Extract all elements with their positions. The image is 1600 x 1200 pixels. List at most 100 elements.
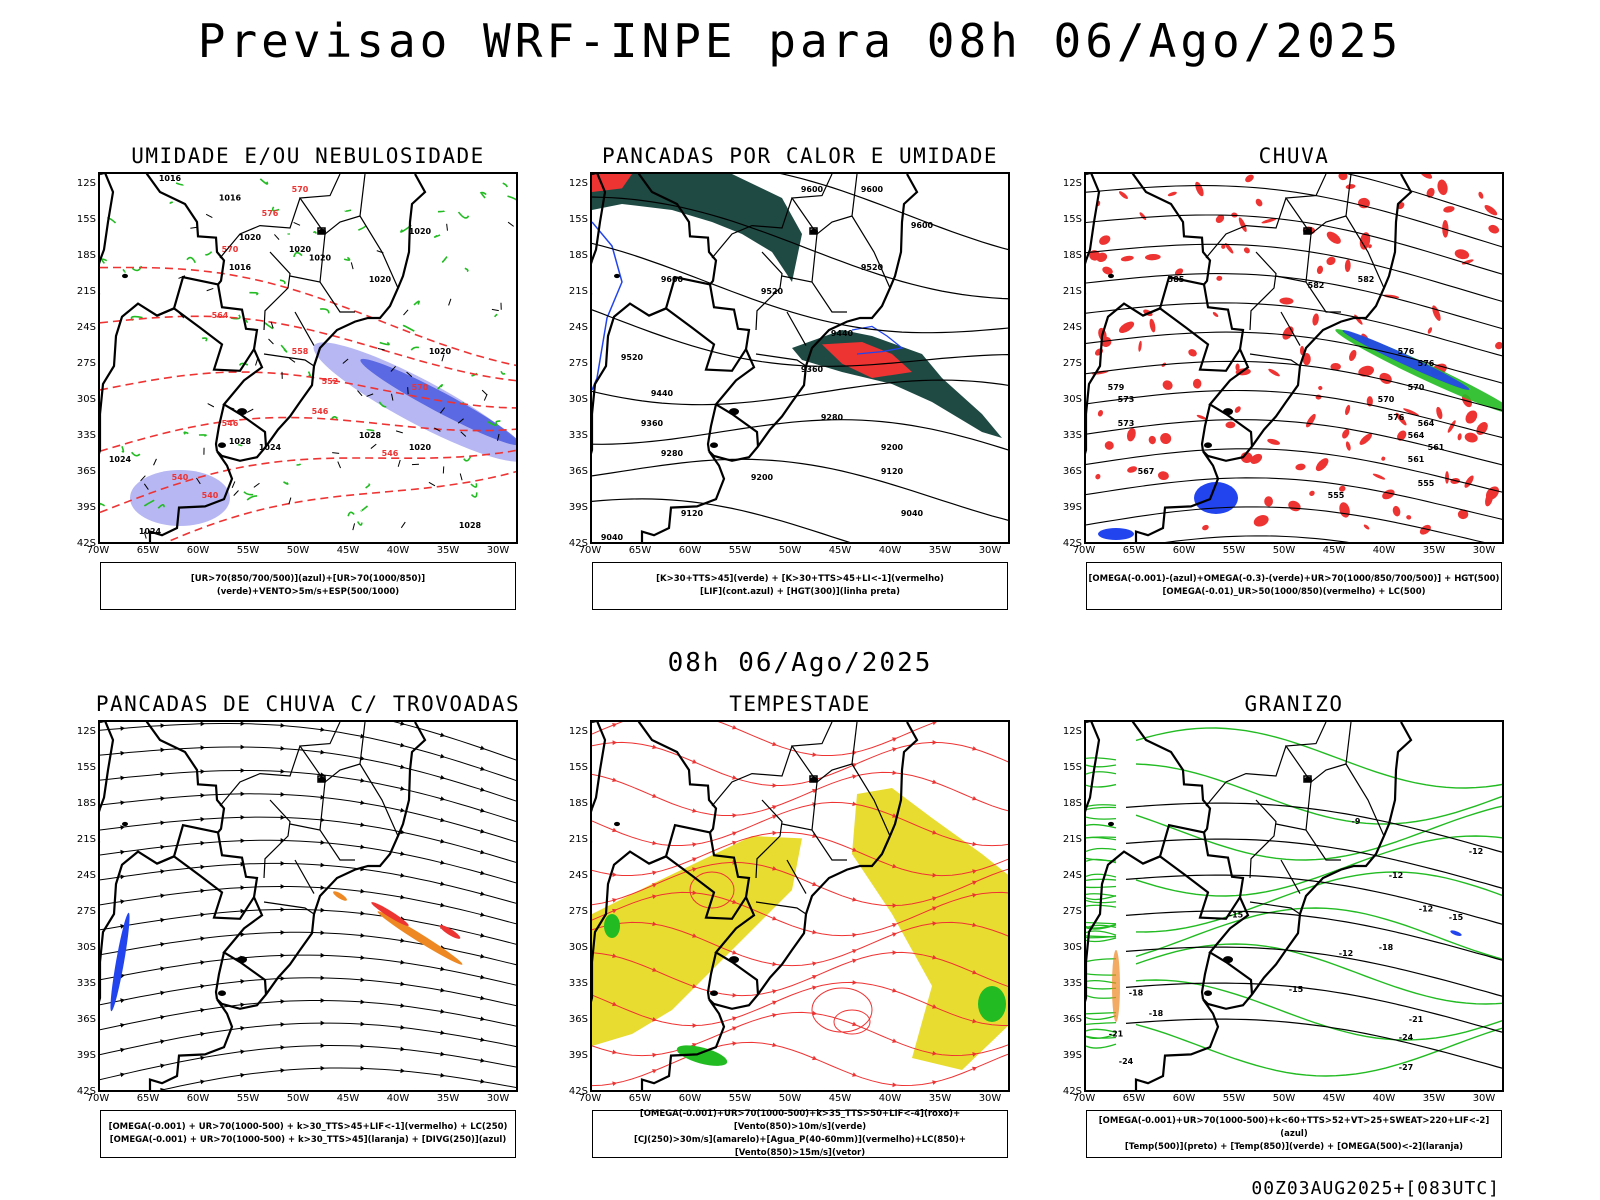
height-label: 9600: [801, 185, 824, 194]
height-contour: [1086, 448, 1502, 493]
temp850-contour-green: [1086, 895, 1117, 901]
thunder-area-orange: [377, 911, 463, 965]
temp850-contour-green: [1086, 930, 1117, 936]
country-border: [100, 174, 226, 286]
country-border: [156, 307, 255, 372]
temp850-contour-green: [1135, 763, 1502, 825]
lat-tick-label: 21S: [76, 286, 96, 297]
wind-vector: [457, 418, 464, 424]
lat-tick-label: 12S: [76, 726, 96, 737]
streamline-arrow: [160, 844, 165, 850]
state-border: [294, 311, 315, 346]
humidity-contour-green: [379, 341, 390, 346]
coastline: [640, 722, 919, 1090]
rain-area-red: [1243, 247, 1250, 254]
country-border: [648, 307, 747, 372]
temp850-contour-green: [1086, 924, 1117, 930]
state-border: [755, 901, 807, 915]
lat-tick-label: 33S: [1062, 978, 1082, 989]
streamline-arrow: [120, 726, 125, 731]
pressure-label: 1016: [219, 193, 242, 202]
rain-area-red: [1102, 266, 1113, 275]
streamline-arrow: [772, 1000, 777, 1006]
lat-tick-label: 39S: [1062, 502, 1082, 513]
country-border: [1200, 404, 1212, 452]
height-label: 9600: [661, 275, 684, 284]
wind-vector: [196, 477, 201, 485]
streamline-arrow: [480, 849, 485, 855]
streamline-arrow: [280, 746, 285, 751]
temp850-contour-green: [1086, 885, 1117, 889]
rain-area-red: [1464, 432, 1478, 443]
lon-tick-label: 65W: [628, 545, 652, 556]
streamline-arrow: [772, 814, 777, 820]
rain-area-red: [1192, 378, 1202, 389]
height-label: 9120: [881, 467, 904, 476]
wind-vector: [377, 348, 385, 351]
rain-area-red: [1288, 500, 1301, 512]
lat-tick-label: 18S: [76, 250, 96, 261]
lon-tick-label: 35W: [1422, 1093, 1446, 1104]
humidity-shade-blue: [360, 358, 516, 446]
humidity-shade-blue: [130, 470, 230, 526]
streamline: [100, 908, 516, 945]
streamline-arrow: [400, 938, 405, 943]
streamline-arrow: [160, 796, 165, 801]
temp850-contour-green: [1086, 836, 1117, 839]
rain-area-red: [1464, 475, 1474, 488]
height-contour: [1086, 273, 1502, 330]
wind-vector: [206, 287, 214, 292]
height-contour: [1086, 389, 1502, 439]
lat-tick-label: 27S: [76, 906, 96, 917]
temperature-label: -12: [1389, 871, 1403, 880]
capital-marker: [809, 775, 818, 783]
streamline: [100, 931, 516, 966]
thickness-label: 546: [222, 419, 239, 428]
humidity-contour-green: [238, 443, 243, 447]
temp850-contour-green: [1135, 835, 1502, 897]
height-label: 9440: [651, 389, 674, 398]
streamline-arrow: [160, 1063, 165, 1069]
humidity-contour-green: [358, 225, 367, 231]
streamline-arrow: [612, 827, 617, 833]
rain-area-red: [1338, 174, 1348, 181]
rain-area-red: [1447, 420, 1456, 433]
country-border: [1086, 722, 1212, 834]
rain-area-red: [1119, 321, 1135, 334]
streamline-arrow: [120, 874, 125, 880]
thickness-label: 552: [322, 377, 339, 386]
streamline-arrow: [612, 908, 617, 914]
streamline-arrow: [812, 881, 817, 887]
streamline-arrow: [200, 840, 205, 846]
streamline-arrow: [932, 1080, 937, 1085]
lake: [1223, 408, 1233, 416]
lat-tick-label: 18S: [568, 798, 588, 809]
state-border: [294, 859, 315, 894]
streamline-arrow: [280, 953, 285, 958]
lon-tick-label: 35W: [436, 1093, 460, 1104]
temperature-label: -18: [1149, 1009, 1164, 1018]
streamline-arrow: [972, 841, 977, 847]
lake: [218, 990, 226, 996]
thunder-area-red: [371, 902, 409, 926]
streamline-arrow: [160, 820, 165, 826]
rain-area-red: [1326, 231, 1341, 244]
height-label: 9520: [861, 263, 884, 272]
streamline-arrow: [240, 932, 245, 937]
streamline-arrow: [732, 899, 737, 904]
streamline-red: [592, 831, 1008, 877]
streamline-arrow: [440, 838, 445, 844]
wind-vector: [448, 298, 452, 306]
lat-tick-label: 18S: [1062, 250, 1082, 261]
state-border: [781, 275, 847, 313]
height-contour: [592, 242, 1008, 334]
streamline-arrow: [400, 872, 405, 878]
lon-tick-label: 45W: [1322, 545, 1346, 556]
latitude-axis: 12S 15S 18S 21S 24S 27S 30S 33S 36S 39S 42S: [1056, 172, 1082, 549]
lon-tick-label: 35W: [928, 1093, 952, 1104]
streamline-arrow: [360, 977, 365, 983]
lon-tick-label: 70W: [578, 545, 602, 556]
state-border: [298, 174, 341, 235]
legend-box: [K>30+TTS>45](verde) + [K>30+TTS>45+LI<-…: [592, 562, 1008, 610]
country-border: [1200, 952, 1212, 1000]
